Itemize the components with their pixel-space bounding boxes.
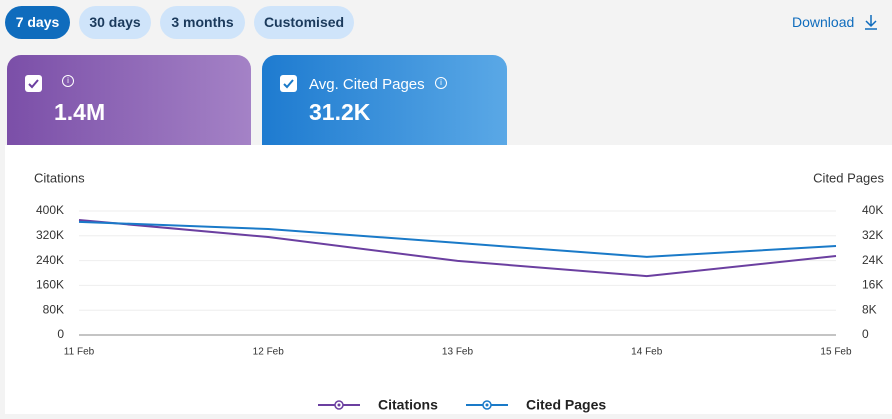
chart: Citations Cited Pages 0 80K 160K 240K 320K 40… [34, 170, 884, 413]
y2-tick-label: 16K [862, 278, 883, 292]
tab[interactable]: 7 days [5, 6, 70, 39]
metric-value: 31.2K [309, 99, 371, 125]
y2-axis-title: Cited Pages [813, 170, 884, 185]
x-tick-label: 14 Feb [631, 347, 663, 358]
checkbox[interactable] [280, 75, 297, 92]
y-axis-title: Citations [34, 170, 85, 185]
y-tick-label: 160K [36, 278, 64, 292]
series-line [78, 220, 837, 258]
download-label[interactable]: Download [792, 14, 855, 30]
y2-tick-label: 24K [862, 253, 883, 267]
tab[interactable]: 3 months [160, 6, 245, 39]
x-tick-label: 11 Feb [64, 347, 95, 358]
metric-label: Avg. Cited Pages [309, 76, 425, 93]
x-tick-label: 15 Feb [820, 347, 852, 358]
tab[interactable]: Customised [254, 6, 354, 39]
metric-value: 1.4M [54, 99, 106, 125]
legend-label[interactable]: Cited Pages [526, 397, 606, 413]
y-tick-label: 80K [43, 302, 64, 316]
info-icon[interactable]: i [62, 75, 74, 87]
series-line [78, 218, 837, 278]
x-tick-label: 13 Feb [442, 347, 474, 358]
download[interactable]: Download [792, 14, 878, 30]
y-tick-label: 0 [57, 327, 64, 341]
legend-marker-dot[interactable] [485, 403, 489, 407]
y2-tick-label: 0 [862, 327, 869, 341]
y-tick-label: 400K [36, 203, 64, 217]
y2-tick-label: 8K [862, 302, 877, 316]
checkbox[interactable] [25, 75, 42, 92]
metric-card[interactable]: i 1.4M [7, 55, 251, 145]
legend-marker-dot[interactable] [337, 403, 341, 407]
legend-label[interactable]: Citations [378, 397, 438, 413]
y-tick-label: 320K [36, 228, 64, 242]
y2-tick-label: 40K [862, 203, 883, 217]
info-icon[interactable]: i [435, 77, 447, 89]
download-icon[interactable] [864, 14, 878, 30]
y2-tick-label: 32K [862, 228, 883, 242]
chart-panel: Citations Cited Pages 0 80K 160K 240K 320K 40… [5, 145, 892, 414]
x-tick-label: 12 Feb [253, 347, 285, 358]
tab[interactable]: 30 days [79, 6, 151, 39]
metric-card[interactable]: Avg. Cited Pages i 31.2K [262, 55, 507, 145]
y-tick-label: 240K [36, 253, 64, 267]
